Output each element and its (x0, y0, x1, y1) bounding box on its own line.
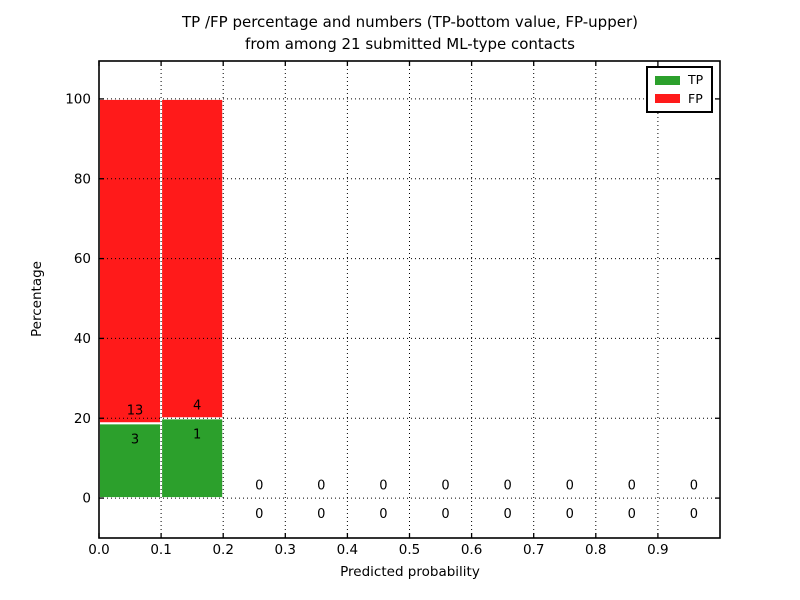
chart-title-line-1: TP /FP percentage and numbers (TP-bottom… (182, 13, 638, 31)
legend-label-tp: TP (688, 72, 704, 87)
x-tick-label: 0.0 (88, 542, 109, 558)
x-tick-label: 0.9 (647, 542, 668, 558)
tp-count-label: 0 (379, 507, 387, 522)
tp-count-label: 0 (628, 507, 636, 522)
bar-fp-segment (160, 97, 225, 420)
fp-count-label: 0 (628, 478, 636, 493)
bar-tp-segment (98, 422, 163, 500)
fp-count-label: 4 (193, 399, 201, 414)
x-tick-label: 0.4 (337, 542, 358, 558)
legend: TP FP (646, 66, 714, 113)
legend-entry-fp: FP (655, 90, 703, 106)
fp-swatch-icon (655, 94, 680, 104)
fp-count-label: 13 (127, 404, 144, 419)
y-tick-label: 20 (74, 411, 91, 427)
fp-count-label: 0 (503, 478, 511, 493)
x-tick-label: 0.3 (275, 542, 296, 558)
fp-count-label: 0 (379, 478, 387, 493)
tp-count-label: 0 (503, 507, 511, 522)
y-tick-label: 0 (82, 491, 91, 507)
x-tick-label: 0.1 (150, 542, 171, 558)
fp-count-label: 0 (317, 478, 325, 493)
tp-count-label: 3 (131, 432, 139, 447)
bar-fp-segment (98, 97, 163, 425)
legend-label-fp: FP (688, 90, 703, 106)
bar-tp-segment (160, 417, 225, 500)
tp-swatch-icon (655, 75, 680, 85)
x-tick-label: 0.6 (461, 542, 482, 558)
y-tick-label: 40 (74, 331, 91, 347)
tp-count-label: 0 (690, 507, 698, 522)
tp-count-label: 0 (441, 507, 449, 522)
legend-entry-tp: TP (655, 72, 704, 87)
x-axis-label: Predicted probability (340, 564, 480, 580)
chart-title-line-2: from among 21 submitted ML-type contacts (245, 35, 575, 53)
x-tick-label: 0.8 (585, 542, 606, 558)
x-tick-label: 0.5 (399, 542, 420, 558)
fp-count-label: 0 (566, 478, 574, 493)
y-tick-label: 60 (74, 251, 91, 267)
x-tick-label: 0.2 (212, 542, 233, 558)
fp-count-label: 0 (690, 478, 698, 493)
fp-count-label: 0 (255, 478, 263, 493)
tp-count-label: 0 (255, 507, 263, 522)
x-tick-label: 0.7 (523, 542, 544, 558)
tp-count-label: 0 (566, 507, 574, 522)
chart-title: TP /FP percentage and numbers (TP-bottom… (99, 11, 721, 55)
tp-count-label: 0 (317, 507, 325, 522)
y-tick-label: 100 (65, 91, 91, 107)
y-tick-label: 80 (74, 171, 91, 187)
fp-count-label: 0 (441, 478, 449, 493)
tp-count-label: 1 (193, 427, 201, 442)
